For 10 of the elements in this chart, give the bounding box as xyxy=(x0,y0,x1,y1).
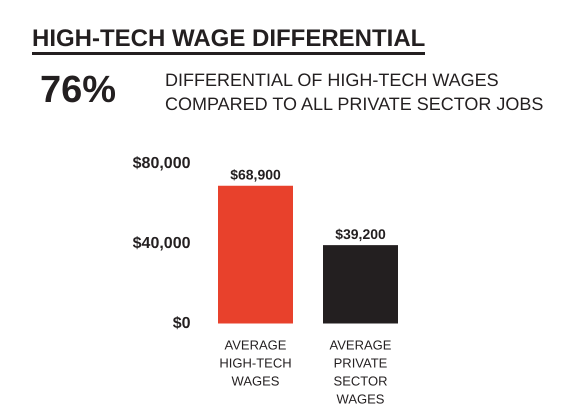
y-tick-label: $80,000 xyxy=(132,155,191,172)
chart-title: HIGH-TECH WAGE DIFFERENTIAL xyxy=(32,25,426,55)
data-label: $39,200 xyxy=(335,226,386,242)
text: 76% xyxy=(40,69,116,111)
x-tick-label: AVERAGE PRIVATE SECTOR WAGES xyxy=(330,338,392,406)
chart-subtitle: DIFFERENTIAL OF HIGH-TECH WAGES COMPARED TO ALL PRIVATE SECTOR JOBS xyxy=(165,69,544,116)
y-tick-label: $40,000 xyxy=(132,235,191,252)
x-tick-label: AVERAGE HIGH-TECH WAGES xyxy=(219,338,292,388)
data-label: $68,900 xyxy=(230,166,282,183)
y-tick-label: $0 xyxy=(172,315,191,332)
